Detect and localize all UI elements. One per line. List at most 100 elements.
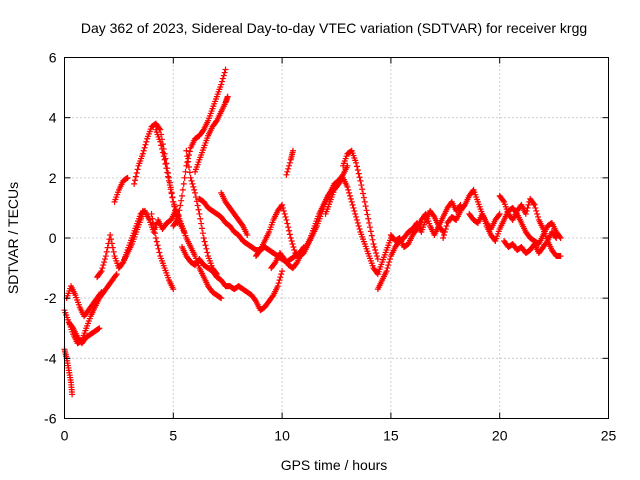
data-point (152, 235, 159, 241)
x-tick-label: 20 (492, 428, 508, 444)
data-point (496, 210, 503, 217)
data-point (413, 227, 420, 234)
data-point (353, 213, 360, 220)
data-point (356, 174, 363, 181)
data-point (133, 170, 140, 177)
data-point (166, 182, 173, 189)
data-point (192, 194, 199, 201)
data-point (441, 228, 448, 235)
y-tick-label: -4 (44, 350, 57, 366)
data-point (534, 210, 541, 217)
data-point (384, 265, 391, 272)
series-s16 (218, 189, 251, 238)
series-s12 (192, 93, 231, 175)
data-point (185, 164, 192, 171)
data-point (96, 325, 103, 332)
data-point (162, 160, 169, 167)
data-point (358, 182, 365, 189)
data-point (222, 66, 229, 73)
data-point (365, 215, 372, 222)
data-point (159, 149, 166, 156)
data-point (141, 144, 148, 151)
data-point (148, 210, 155, 217)
data-point (439, 227, 446, 234)
data-point (132, 173, 139, 180)
data-point (461, 203, 468, 210)
data-point (284, 220, 291, 227)
data-point (344, 183, 351, 190)
data-point (186, 148, 193, 155)
data-point (552, 233, 559, 240)
data-point (283, 171, 290, 178)
data-point (124, 174, 131, 181)
data-point (108, 236, 115, 243)
data-point (101, 259, 108, 266)
data-point (190, 183, 197, 190)
data-point (202, 242, 209, 249)
data-point (158, 142, 165, 149)
data-point (355, 170, 362, 177)
series-s20 (322, 174, 394, 278)
data-point (443, 222, 450, 229)
data-point (160, 153, 167, 160)
series-s11 (170, 66, 229, 229)
data-point (179, 192, 186, 199)
data-point (360, 190, 367, 197)
data-point (371, 244, 378, 251)
data-point (352, 210, 359, 217)
data-point (278, 271, 285, 278)
data-point (553, 235, 560, 241)
data-point (366, 219, 373, 226)
data-point (134, 166, 141, 173)
data-point (359, 186, 366, 193)
data-point (524, 204, 531, 211)
data-point (354, 167, 361, 174)
data-point (174, 216, 181, 223)
data-point (219, 78, 226, 85)
data-point (534, 213, 541, 220)
series-s9 (152, 126, 225, 302)
data-point (286, 227, 293, 234)
data-point (288, 238, 295, 245)
series-s14 (179, 244, 286, 314)
data-point (387, 256, 394, 263)
x-tick-label: 25 (601, 428, 617, 444)
y-axis-ticks: -6 -4 -2 0 2 4 6 (44, 50, 609, 427)
data-point (346, 189, 353, 196)
data-point (98, 268, 105, 275)
data-point (69, 391, 76, 398)
y-tick-label: -6 (44, 411, 57, 427)
data-point (351, 207, 358, 214)
data-point (178, 197, 185, 204)
data-point (186, 169, 193, 176)
x-tick-label: 5 (169, 428, 177, 444)
data-point (360, 194, 367, 201)
data-point (123, 175, 130, 182)
data-point (532, 204, 539, 211)
data-point (430, 212, 437, 219)
data-point (440, 231, 447, 238)
data-point (284, 168, 291, 175)
data-point (522, 210, 529, 217)
data-point (269, 293, 276, 300)
data-point (165, 173, 172, 180)
data-point (97, 269, 104, 276)
data-point (109, 244, 116, 251)
data-point (185, 158, 192, 165)
x-tick-label: 15 (383, 428, 399, 444)
series-s4 (65, 271, 120, 347)
data-point (199, 225, 206, 232)
data-point (279, 268, 286, 275)
data-point (386, 259, 393, 266)
data-point (181, 174, 188, 181)
data-point (217, 294, 224, 301)
data-point (156, 249, 163, 256)
data-point (192, 189, 199, 196)
data-point (143, 138, 150, 145)
data-point (289, 241, 296, 248)
data-point (108, 240, 115, 247)
data-point (163, 165, 170, 172)
data-point (157, 138, 164, 145)
data-point (525, 201, 532, 208)
data-point (155, 245, 162, 252)
